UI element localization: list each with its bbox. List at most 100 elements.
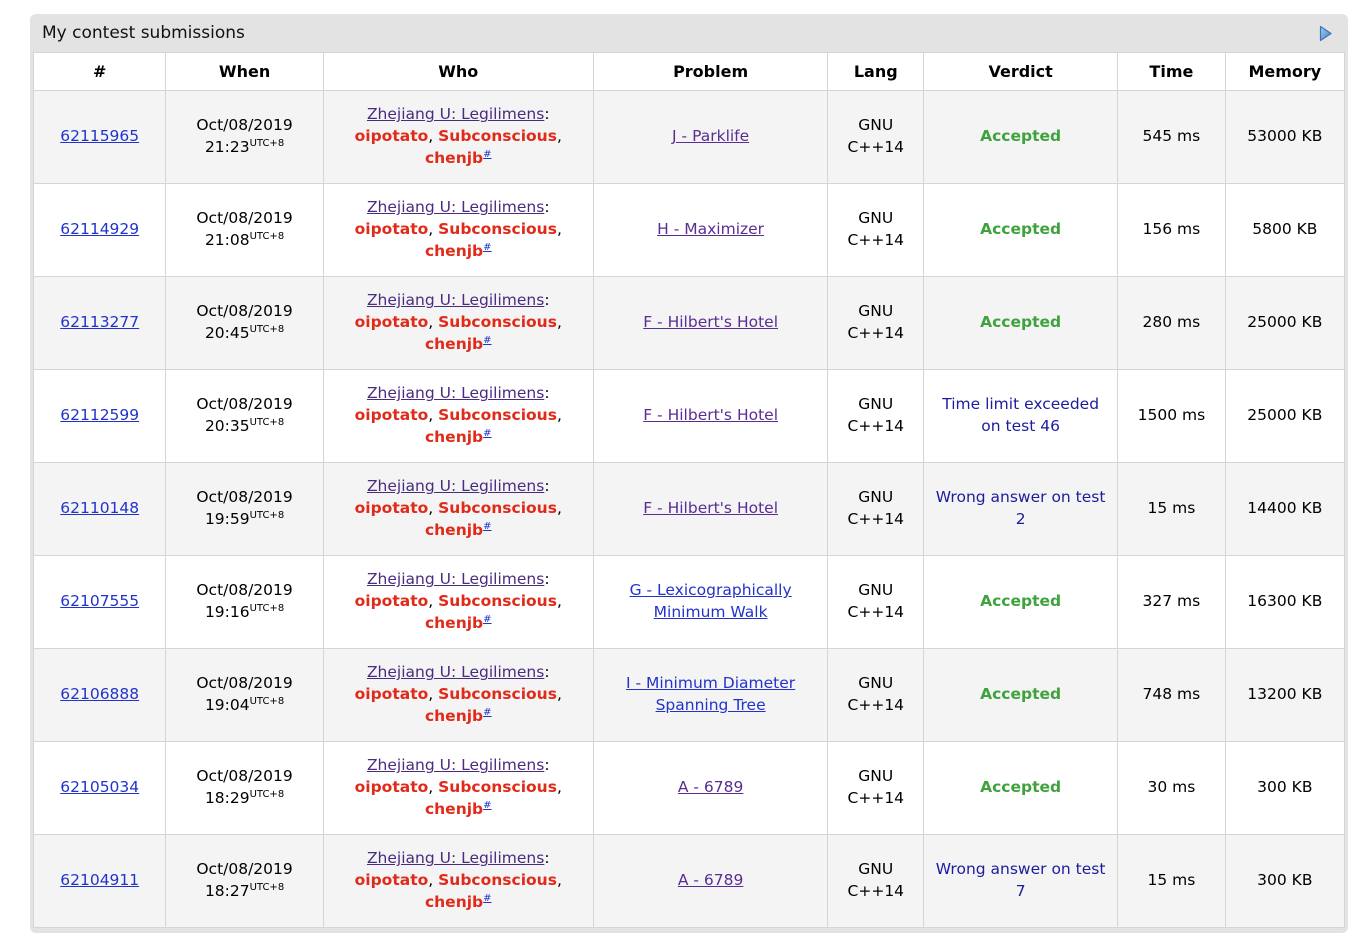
team-hash-link[interactable]: # bbox=[483, 706, 492, 718]
cell-id: 62106888 bbox=[32, 648, 167, 742]
team-link[interactable]: Zhejiang U: Legilimens bbox=[366, 570, 545, 589]
member-handle[interactable]: oipotato bbox=[354, 406, 429, 425]
member-handle[interactable]: Subconscious bbox=[438, 406, 557, 425]
cell-time: 156 ms bbox=[1117, 183, 1226, 277]
time-used: 748 ms bbox=[1142, 685, 1201, 704]
team-link[interactable]: Zhejiang U: Legilimens bbox=[366, 756, 545, 775]
member-handle[interactable]: chenjb bbox=[424, 799, 484, 818]
cell-id: 62107555 bbox=[32, 555, 167, 649]
team-hash-link[interactable]: # bbox=[483, 613, 492, 625]
team-hash-link[interactable]: # bbox=[483, 241, 492, 253]
team-link[interactable]: Zhejiang U: Legilimens bbox=[366, 477, 545, 496]
submission-lang: GNU C++14 bbox=[847, 209, 905, 249]
submission-lang: GNU C++14 bbox=[847, 488, 905, 528]
cell-memory: 53000 KB bbox=[1224, 90, 1346, 184]
cell-id: 62113277 bbox=[32, 276, 167, 370]
team-hash-link[interactable]: # bbox=[483, 334, 492, 346]
team-hash-link[interactable]: # bbox=[483, 427, 492, 439]
member-handle[interactable]: oipotato bbox=[354, 685, 429, 704]
team-colon: : bbox=[544, 105, 550, 124]
problem-link[interactable]: A - 6789 bbox=[677, 778, 744, 797]
cell-when: Oct/08/2019 21:08UTC+8 bbox=[165, 183, 324, 277]
cell-verdict: Accepted bbox=[923, 276, 1119, 370]
team-hash-link[interactable]: # bbox=[483, 520, 492, 532]
problem-link[interactable]: G - Lexicographically Minimum Walk bbox=[629, 581, 792, 621]
submission-id-link[interactable]: 62105034 bbox=[60, 778, 140, 797]
problem-link[interactable]: F - Hilbert's Hotel bbox=[643, 406, 778, 425]
team-members: oipotato, Subconscious, chenjb# bbox=[354, 220, 562, 260]
member-handle[interactable]: oipotato bbox=[354, 871, 429, 890]
submission-timezone: UTC+8 bbox=[249, 695, 285, 707]
time-used: 156 ms bbox=[1142, 220, 1201, 239]
submission-id-link[interactable]: 62113277 bbox=[60, 313, 140, 332]
submission-id-link[interactable]: 62110148 bbox=[60, 499, 140, 518]
team-colon: : bbox=[544, 477, 550, 496]
team-link[interactable]: Zhejiang U: Legilimens bbox=[366, 105, 545, 124]
cell-id: 62110148 bbox=[32, 462, 167, 556]
verdict-text: Accepted bbox=[980, 778, 1062, 797]
team-hash-link[interactable]: # bbox=[483, 148, 492, 160]
cell-verdict: Wrong answer on test 2 bbox=[923, 462, 1119, 556]
member-handle[interactable]: oipotato bbox=[354, 499, 429, 518]
cell-lang: GNU C++14 bbox=[827, 276, 925, 370]
team-link[interactable]: Zhejiang U: Legilimens bbox=[366, 198, 545, 217]
submission-timezone: UTC+8 bbox=[249, 137, 285, 149]
cell-id: 62114929 bbox=[32, 183, 167, 277]
team-link[interactable]: Zhejiang U: Legilimens bbox=[366, 384, 545, 403]
member-handle[interactable]: Subconscious bbox=[438, 871, 557, 890]
team-hash-link[interactable]: # bbox=[483, 892, 492, 904]
member-handle[interactable]: chenjb bbox=[424, 241, 484, 260]
header-row: # When Who Problem Lang Verdict Time Mem… bbox=[32, 52, 1346, 91]
member-handle[interactable]: Subconscious bbox=[438, 220, 557, 239]
team-link[interactable]: Zhejiang U: Legilimens bbox=[366, 849, 545, 868]
cell-lang: GNU C++14 bbox=[827, 834, 925, 928]
member-handle[interactable]: oipotato bbox=[354, 313, 429, 332]
submission-id-link[interactable]: 62104911 bbox=[60, 871, 140, 890]
submission-id-link[interactable]: 62106888 bbox=[60, 685, 140, 704]
team-colon: : bbox=[544, 570, 550, 589]
team-colon: : bbox=[544, 384, 550, 403]
team-link[interactable]: Zhejiang U: Legilimens bbox=[366, 663, 545, 682]
member-handle[interactable]: chenjb bbox=[424, 427, 484, 446]
problem-link[interactable]: I - Minimum Diameter Spanning Tree bbox=[626, 674, 796, 714]
play-right-icon[interactable] bbox=[1319, 25, 1333, 42]
problem-link[interactable]: H - Maximizer bbox=[657, 220, 765, 239]
member-handle[interactable]: oipotato bbox=[354, 592, 429, 611]
cell-problem: J - Parklife bbox=[592, 90, 829, 184]
member-handle[interactable]: Subconscious bbox=[438, 685, 557, 704]
member-handle[interactable]: Subconscious bbox=[438, 778, 557, 797]
time-used: 30 ms bbox=[1147, 778, 1196, 797]
cell-id: 62115965 bbox=[32, 90, 167, 184]
member-handle[interactable]: chenjb bbox=[424, 892, 484, 911]
submission-id-link[interactable]: 62115965 bbox=[60, 127, 140, 146]
cell-when: Oct/08/2019 20:45UTC+8 bbox=[165, 276, 324, 370]
member-handle[interactable]: oipotato bbox=[354, 220, 429, 239]
member-handle[interactable]: Subconscious bbox=[438, 127, 557, 146]
cell-id: 62112599 bbox=[32, 369, 167, 463]
submission-timezone: UTC+8 bbox=[249, 416, 285, 428]
problem-link[interactable]: A - 6789 bbox=[677, 871, 744, 890]
member-handle[interactable]: Subconscious bbox=[438, 499, 557, 518]
member-handle[interactable]: chenjb bbox=[424, 334, 484, 353]
team-hash-link[interactable]: # bbox=[483, 799, 492, 811]
member-handle[interactable]: Subconscious bbox=[438, 313, 557, 332]
submission-id-link[interactable]: 62114929 bbox=[60, 220, 140, 239]
member-handle[interactable]: oipotato bbox=[354, 127, 429, 146]
submission-date: Oct/08/2019 bbox=[196, 767, 293, 786]
problem-link[interactable]: F - Hilbert's Hotel bbox=[643, 313, 778, 332]
member-handle[interactable]: oipotato bbox=[354, 778, 429, 797]
member-handle[interactable]: Subconscious bbox=[438, 592, 557, 611]
cell-memory: 25000 KB bbox=[1224, 276, 1346, 370]
cell-verdict: Accepted bbox=[923, 648, 1119, 742]
team-link[interactable]: Zhejiang U: Legilimens bbox=[366, 291, 545, 310]
member-handle[interactable]: chenjb bbox=[424, 520, 484, 539]
member-handle[interactable]: chenjb bbox=[424, 706, 484, 725]
member-handle[interactable]: chenjb bbox=[424, 613, 484, 632]
member-handle[interactable]: chenjb bbox=[424, 148, 484, 167]
problem-link[interactable]: J - Parklife bbox=[672, 127, 750, 146]
problem-link[interactable]: F - Hilbert's Hotel bbox=[643, 499, 778, 518]
submission-lang: GNU C++14 bbox=[847, 395, 905, 435]
submission-id-link[interactable]: 62112599 bbox=[60, 406, 140, 425]
cell-time: 280 ms bbox=[1117, 276, 1226, 370]
submission-id-link[interactable]: 62107555 bbox=[60, 592, 140, 611]
